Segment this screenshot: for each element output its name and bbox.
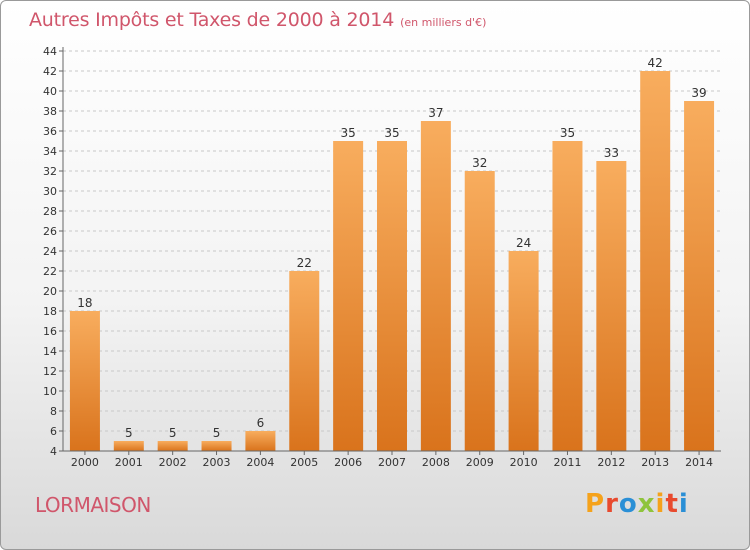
logo-letter: t [665,489,679,519]
bar-2008 [420,121,451,451]
x-tick-label: 2007 [378,456,406,469]
value-label: 22 [297,256,312,270]
y-tick-label: 28 [43,205,57,218]
bar-2006 [333,141,364,451]
bar-2004 [245,431,276,451]
x-tick-label: 2013 [641,456,669,469]
value-label: 5 [213,426,221,440]
y-tick-label: 16 [43,325,57,338]
value-label: 24 [516,236,531,250]
chart-title: Autres Impôts et Taxes de 2000 à 2014 (en… [29,9,486,31]
bar-2005 [289,271,320,451]
x-tick-label: 2009 [466,456,494,469]
value-label: 18 [77,296,92,310]
bars [69,71,715,451]
value-label: 35 [560,126,575,140]
value-label: 35 [340,126,355,140]
x-tick-label: 2008 [422,456,450,469]
logo-letter: i [678,489,689,519]
value-label: 6 [257,416,265,430]
logo-letter: i [655,489,666,519]
y-tick-label: 32 [43,165,57,178]
y-tick-label: 30 [43,185,57,198]
y-tick-label: 14 [43,345,57,358]
x-tick-label: 2010 [510,456,538,469]
bar-2002 [157,441,188,451]
logo-letter: P [585,489,606,519]
y-tick-label: 10 [43,385,57,398]
y-tick-label: 40 [43,85,57,98]
commune-name: LORMAISON [35,493,151,517]
value-label: 35 [384,126,399,140]
y-tick-label: 24 [43,245,57,258]
logo-letter: r [605,489,619,519]
y-tick-label: 42 [43,65,57,78]
value-label: 42 [648,56,663,70]
value-label: 37 [428,106,443,120]
x-tick-label: 2002 [159,456,187,469]
y-tick-label: 36 [43,125,57,138]
chart-title-main: Autres Impôts et Taxes de 2000 à 2014 [29,9,395,31]
y-tick-label: 12 [43,365,57,378]
x-tick-label: 2003 [203,456,231,469]
y-tick-label: 8 [50,405,57,418]
bar-2007 [377,141,407,451]
y-tick-label: 22 [43,265,57,278]
y-tick-label: 44 [43,45,57,58]
y-tick-label: 38 [43,105,57,118]
bar-2013 [640,71,671,451]
bar-2003 [201,441,232,451]
y-tick-label: 6 [50,425,57,438]
bar-2010 [508,251,539,451]
bar-2014 [684,101,715,451]
logo-letter: o [618,489,638,519]
value-label: 33 [604,146,619,160]
x-tick-label: 2000 [71,456,99,469]
x-tick-label: 2014 [685,456,713,469]
data-labels: 18 5 5 5 6 22 35 35 37 32 24 35 33 42 39 [77,56,706,440]
x-tick-label: 2001 [115,456,143,469]
bar-2012 [596,161,627,451]
y-tick-label: 34 [43,145,57,158]
x-tick-label: 2012 [597,456,625,469]
x-tick-label: 2011 [553,456,581,469]
value-label: 5 [169,426,177,440]
x-tick-label: 2006 [334,456,362,469]
y-tick-label: 4 [50,445,57,458]
proxiti-logo: Proxiti [585,489,689,519]
y-tick-label: 20 [43,285,57,298]
y-tick-label: 18 [43,305,57,318]
value-label: 5 [125,426,133,440]
axes: 4 6 8 10 12 14 16 18 20 22 24 26 28 30 32 34 36 38 40 42 44 2… [43,45,721,469]
x-tick-label: 2004 [246,456,274,469]
chart-title-unit: (en milliers d'€) [400,16,487,29]
bar-2009 [464,171,495,451]
bar-2000 [69,311,100,451]
bar-2011 [552,141,583,451]
logo-letter: x [637,489,656,519]
bar-2001 [113,441,144,451]
value-label: 32 [472,156,487,170]
y-tick-label: 26 [43,225,57,238]
x-tick-label: 2005 [290,456,318,469]
value-label: 39 [691,86,706,100]
